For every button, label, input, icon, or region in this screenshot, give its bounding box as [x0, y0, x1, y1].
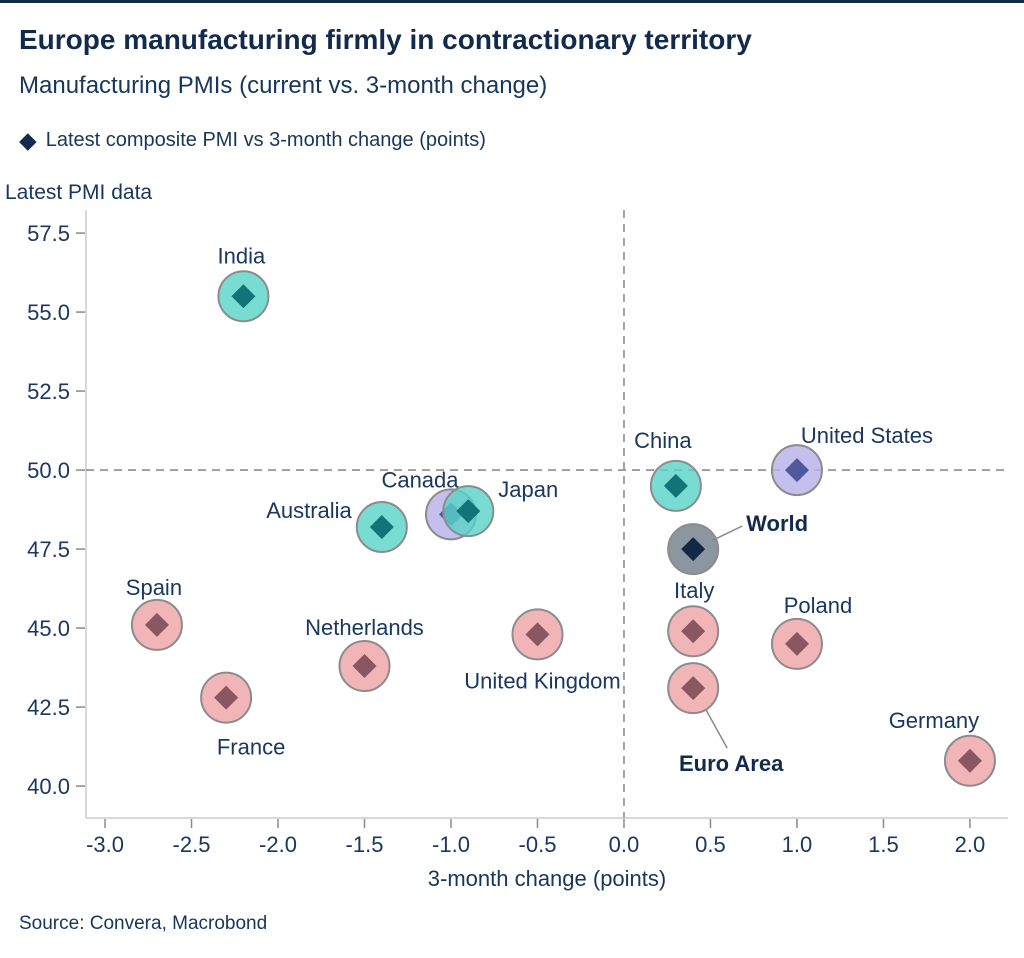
leader-line: [712, 525, 743, 541]
data-point-germany: Germany: [889, 708, 996, 787]
point-label: Canada: [381, 467, 459, 492]
diamond-marker-icon: [525, 622, 550, 647]
chart-title: Europe manufacturing firmly in contracti…: [19, 24, 752, 55]
point-label: Australia: [266, 498, 352, 523]
diamond-marker-icon: [681, 537, 706, 562]
legend-label: Latest composite PMI vs 3-month change (…: [45, 129, 486, 151]
diamond-marker-icon: [681, 619, 706, 644]
point-label: Poland: [784, 593, 853, 618]
x-tick-label: -3.0: [86, 832, 124, 857]
point-label: United States: [801, 423, 933, 448]
diamond-legend-icon: ◆: [19, 127, 37, 153]
data-point-netherlands: Netherlands: [305, 615, 424, 692]
x-tick-label: 0.0: [609, 832, 640, 857]
x-tick-label: -2.0: [259, 832, 297, 857]
point-label: Euro Area: [679, 751, 784, 776]
data-point-spain: Spain: [126, 575, 183, 651]
data-point-euro-area: Euro Area: [667, 662, 784, 776]
legend: ◆ Latest composite PMI vs 3-month change…: [19, 129, 486, 152]
point-label: China: [634, 428, 692, 453]
point-label: World: [746, 511, 808, 536]
source-note: Source: Convera, Macrobond: [19, 913, 268, 934]
point-label: India: [218, 243, 266, 268]
point-label: France: [217, 735, 285, 760]
y-tick-label: 47.5: [27, 537, 70, 562]
y-tick-label: 40.0: [27, 774, 70, 799]
diamond-marker-icon: [352, 654, 377, 678]
x-tick-label: -2.5: [173, 832, 211, 857]
data-point-australia: Australia: [266, 498, 408, 553]
leader-line: [705, 709, 728, 749]
x-tick-label: 0.5: [695, 832, 726, 857]
data-point-france: France: [200, 671, 285, 760]
data-point-india: India: [217, 243, 270, 323]
diamond-marker-icon: [957, 748, 982, 773]
x-tick-label: 1.0: [782, 832, 813, 857]
data-point-united-kingdom: United Kingdom: [464, 608, 621, 693]
diamond-marker-icon: [231, 284, 256, 309]
y-tick-label: 52.5: [27, 379, 70, 404]
data-point-italy: Italy: [667, 578, 720, 658]
y-tick-label: 42.5: [27, 695, 70, 720]
y-tick-label: 55.0: [27, 300, 70, 325]
y-axis-title: Latest PMI data: [5, 181, 153, 204]
x-tick-label: 2.0: [955, 832, 986, 857]
y-tick-label: 57.5: [27, 221, 70, 246]
x-tick-label: -0.5: [519, 832, 557, 857]
point-label: United Kingdom: [464, 668, 621, 693]
x-axis-title: 3-month change (points): [427, 866, 667, 891]
diamond-marker-icon: [663, 473, 688, 498]
y-tick-label: 45.0: [27, 616, 70, 641]
data-point-japan: Japan: [442, 477, 558, 538]
x-tick-label: -1.5: [346, 832, 384, 857]
chart-subtitle: Manufacturing PMIs (current vs. 3-month …: [19, 72, 548, 99]
diamond-marker-icon: [144, 612, 169, 637]
point-label: Spain: [126, 575, 182, 600]
diamond-marker-icon: [369, 514, 394, 539]
data-point-china: China: [634, 428, 702, 512]
data-point-world: World: [667, 511, 808, 576]
data-point-united-states: United States: [770, 423, 933, 497]
diamond-marker-icon: [784, 458, 809, 483]
point-label: Italy: [674, 578, 714, 603]
top-border: [0, 0, 1024, 3]
diamond-marker-icon: [456, 499, 481, 524]
point-label: Netherlands: [305, 615, 424, 640]
y-tick-label: 50.0: [27, 458, 70, 483]
data-point-poland: Poland: [770, 593, 853, 670]
diamond-marker-icon: [214, 685, 239, 710]
diamond-marker-icon: [784, 631, 809, 656]
point-label: Japan: [498, 477, 558, 502]
point-label: Germany: [889, 708, 979, 733]
x-tick-label: -1.0: [432, 832, 470, 857]
diamond-marker-icon: [681, 676, 706, 701]
x-tick-label: 1.5: [868, 832, 899, 857]
